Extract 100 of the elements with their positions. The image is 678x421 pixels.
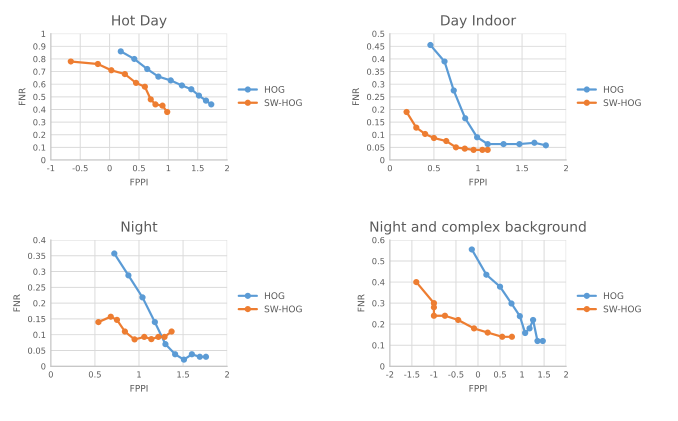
y-tick-label: 0.1 (33, 332, 46, 338)
point (441, 58, 448, 65)
y-tick-label: 0.1 (372, 132, 384, 138)
point (144, 66, 150, 72)
x-tick-label: 1.5 (538, 371, 550, 378)
point (499, 334, 506, 340)
point (125, 272, 132, 278)
point (139, 294, 146, 301)
y-tick-label: 0.6 (372, 236, 384, 244)
y-tick-label: 0.3 (33, 268, 46, 275)
point (500, 140, 507, 148)
point (132, 80, 140, 86)
point (462, 145, 468, 152)
y-tick-label: 0.9 (33, 43, 46, 50)
y-tick-label: 0.05 (366, 144, 384, 151)
point (470, 146, 477, 153)
point (455, 316, 462, 324)
x-tick-label: -0.5 (448, 371, 464, 378)
y-tick-label: 0.4 (33, 236, 46, 244)
y-tick-label: 0.2 (372, 321, 384, 328)
x-tick-label: 0 (476, 371, 480, 378)
y-axis-title: FNR (352, 88, 359, 106)
point (403, 108, 410, 116)
point (526, 325, 533, 332)
point (159, 102, 166, 109)
y-tick-label: 0.6 (33, 81, 46, 88)
point (180, 356, 188, 363)
chart-title: Night (122, 221, 158, 235)
x-tick-label: -1 (430, 371, 438, 378)
point (443, 138, 450, 144)
y-tick-label: 0.4 (33, 106, 46, 113)
point (94, 60, 101, 68)
x-tick-label: -1.5 (404, 371, 420, 378)
point (152, 318, 158, 326)
x-tick-label: 1.5 (192, 165, 204, 172)
point (172, 351, 178, 358)
y-tick-label: 0.8 (33, 56, 46, 62)
y-tick-label: 0.25 (366, 94, 384, 100)
point (531, 140, 538, 146)
point (483, 272, 490, 278)
x-tick-label: 2 (225, 371, 229, 378)
point (508, 300, 515, 307)
x-tick-label: 0 (48, 371, 53, 378)
x-tick-label: 2 (225, 164, 229, 172)
point (484, 140, 491, 148)
point (540, 338, 546, 344)
y-tick-label: 0.5 (372, 258, 384, 264)
chart-title: Night and complex background (370, 221, 586, 235)
y-axis-title: FNR (358, 294, 364, 312)
chart-title: Day Indoor (441, 14, 516, 28)
point (168, 328, 175, 335)
point (162, 341, 169, 348)
x-tick-label: 0 (388, 164, 392, 172)
legend-label: SW-HOG (604, 306, 641, 312)
y-tick-label: 0.4 (372, 279, 385, 286)
y-tick-label: 0.1 (372, 342, 384, 349)
point (470, 325, 478, 332)
point (522, 330, 528, 336)
y-tick-label: 0.5 (33, 94, 46, 100)
point (496, 284, 504, 290)
point (188, 351, 195, 358)
point (430, 312, 438, 319)
point (542, 142, 549, 148)
point (422, 130, 428, 138)
x-tick-label: -2 (386, 371, 394, 378)
legend-label: HOG (604, 86, 624, 93)
point (468, 246, 475, 253)
point (534, 338, 541, 344)
point (196, 92, 202, 99)
y-tick-label: 0.4 (372, 56, 385, 62)
point (161, 334, 168, 340)
point (122, 328, 128, 335)
x-tick-label: 1 (520, 371, 524, 378)
point (508, 334, 516, 340)
x-tick-label: 0 (108, 164, 112, 172)
y-tick-label: 0.7 (33, 68, 46, 75)
point (142, 84, 148, 90)
legend-label: SW-HOG (264, 99, 302, 106)
point (108, 67, 114, 74)
y-axis-title: FNR (13, 294, 20, 312)
point (152, 101, 159, 108)
point (68, 58, 74, 65)
point (168, 77, 174, 84)
y-tick-label: 0.45 (366, 43, 384, 50)
x-axis-title: FPPI (470, 385, 486, 392)
x-tick-label: 1 (476, 165, 480, 172)
x-tick-label: 1 (137, 371, 141, 378)
point (430, 134, 438, 142)
point (413, 124, 420, 131)
y-tick-label: 0.15 (366, 119, 384, 126)
point (462, 115, 468, 122)
point (530, 316, 536, 324)
point (196, 354, 203, 360)
point (442, 312, 448, 319)
point (95, 318, 102, 326)
legend-label: HOG (604, 292, 624, 300)
y-tick-label: 1 (42, 30, 46, 37)
x-tick-label: 0.5 (494, 371, 506, 378)
point (108, 314, 114, 320)
x-axis-title: FPPI (130, 385, 148, 392)
